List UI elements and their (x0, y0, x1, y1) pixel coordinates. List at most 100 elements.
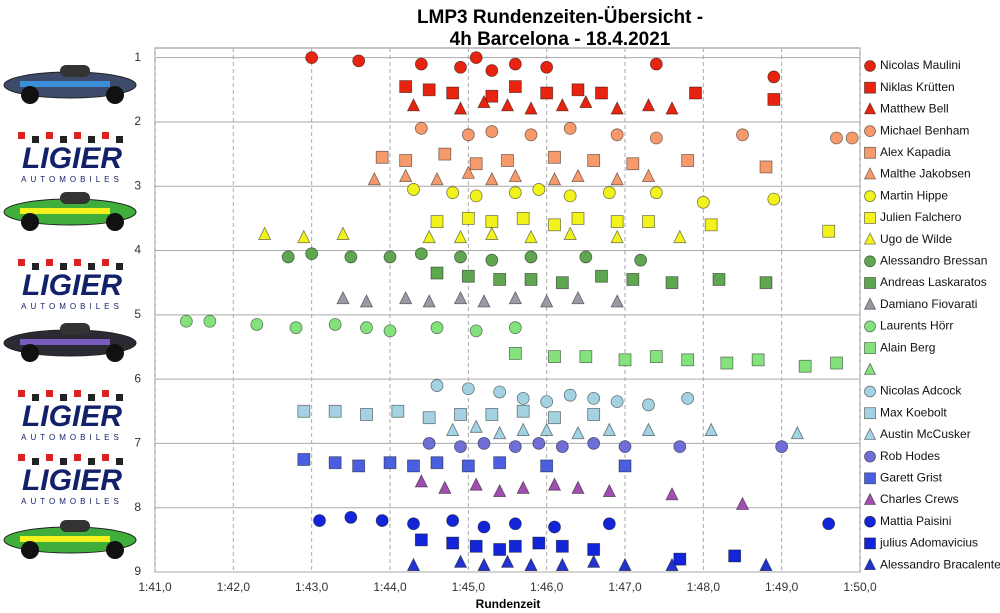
point (383, 324, 397, 338)
point (665, 557, 679, 571)
point (375, 514, 389, 527)
point (532, 536, 546, 550)
legend-label: Malthe Jakobsen (880, 167, 971, 181)
car-wheel (21, 86, 39, 104)
point (540, 459, 554, 473)
logo-flag (60, 458, 67, 465)
point (547, 477, 562, 491)
logo-text: LIGIER (22, 142, 122, 175)
point (406, 97, 421, 112)
point (508, 168, 522, 182)
point (485, 408, 499, 421)
point (540, 86, 554, 100)
point (438, 147, 452, 161)
logo-subtext: AUTOMOBILES (21, 302, 123, 311)
point (555, 276, 569, 290)
point (360, 321, 373, 335)
point (469, 324, 483, 338)
point (767, 93, 781, 106)
point (767, 192, 781, 206)
point (493, 543, 507, 556)
x-tick-label: 1:42,0 (217, 580, 251, 594)
point (587, 554, 601, 568)
logo-flag (116, 136, 123, 143)
point (610, 101, 624, 115)
point (571, 290, 585, 305)
point (540, 395, 554, 409)
point (524, 229, 538, 244)
point (352, 459, 366, 473)
legend-marker (863, 427, 877, 440)
x-tick-label: 1:45,0 (452, 580, 486, 594)
car-stripe (20, 81, 110, 87)
point (344, 250, 358, 264)
point (602, 422, 616, 436)
point (485, 226, 499, 240)
legend-marker (864, 342, 876, 355)
point (454, 408, 467, 421)
point (587, 392, 601, 405)
point (689, 86, 702, 100)
y-tick-label: 4 (134, 243, 141, 257)
point (422, 83, 436, 97)
point (665, 101, 679, 115)
point (563, 121, 577, 135)
logo-flag (18, 454, 25, 461)
point (430, 171, 444, 186)
legend-marker (864, 515, 876, 528)
point (477, 520, 491, 534)
point (681, 154, 695, 167)
point (540, 294, 554, 308)
point (203, 314, 217, 328)
point (422, 294, 436, 308)
logo-flag (46, 132, 53, 139)
point (461, 382, 475, 396)
logo-subtext: AUTOMOBILES (21, 433, 123, 442)
logo-flag (88, 263, 95, 270)
logo-flag (46, 454, 53, 461)
point (516, 211, 530, 225)
logo-text: LIGIER (22, 269, 122, 302)
point (430, 266, 444, 280)
legend-marker (864, 81, 876, 94)
legend-marker (863, 557, 877, 570)
point (414, 121, 428, 135)
point (563, 388, 577, 402)
point (469, 419, 483, 433)
x-tick-label: 1:49,0 (765, 580, 799, 594)
point (673, 440, 687, 454)
point (477, 94, 491, 109)
point (453, 554, 468, 568)
point (485, 215, 499, 228)
x-tick-label: 1:47,0 (608, 580, 642, 594)
logo-text: LIGIER (22, 464, 122, 497)
point (665, 276, 679, 290)
point (634, 253, 648, 267)
car-wheel (106, 213, 124, 231)
point (399, 80, 413, 93)
point (485, 64, 499, 77)
point (453, 229, 468, 244)
point (798, 359, 812, 373)
logo-flag (18, 390, 25, 397)
point (485, 171, 499, 186)
point (563, 226, 577, 240)
point (516, 392, 530, 405)
point (375, 150, 389, 164)
point (422, 411, 436, 425)
point (430, 456, 444, 470)
point (516, 480, 530, 494)
point (736, 128, 749, 142)
logo-flag (102, 259, 109, 266)
point (297, 404, 311, 418)
legend-marker (864, 385, 876, 398)
point (681, 392, 695, 405)
point (407, 517, 420, 531)
logo-text: LIGIER (22, 400, 122, 433)
car-stripe (20, 536, 110, 542)
point (587, 154, 601, 167)
legend-label: Laurents Hörr (880, 319, 953, 333)
x-tick-label: 1:48,0 (687, 580, 721, 594)
point (344, 510, 358, 524)
